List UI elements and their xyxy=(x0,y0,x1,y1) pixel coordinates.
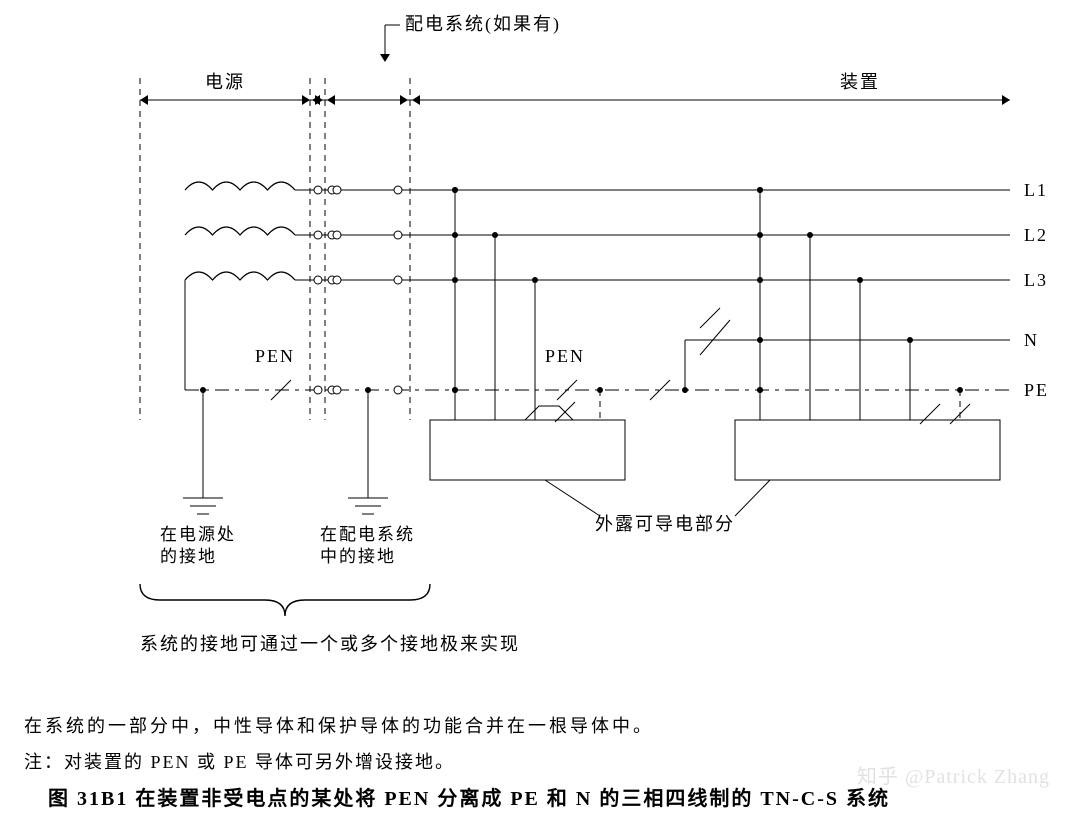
body-line-1: 在系统的一部分中，中性导体和保护导体的功能合并在一根导体中。 xyxy=(24,712,654,738)
svg-text:外露可导电部分: 外露可导电部分 xyxy=(595,514,735,534)
svg-text:N: N xyxy=(1024,330,1039,350)
figure-root: 配电系统(如果有) 电源 装置 L1 L2 L3 PE PEN PEN N 在电源处的接地 在配电系统… xyxy=(0,0,1086,819)
svg-text:PEN: PEN xyxy=(255,346,295,366)
svg-text:电源: 电源 xyxy=(205,72,245,92)
svg-text:装置: 装置 xyxy=(840,72,880,92)
svg-text:PEN: PEN xyxy=(545,346,585,366)
svg-text:L3: L3 xyxy=(1024,270,1048,290)
svg-text:L1: L1 xyxy=(1024,180,1048,200)
body-line-2: 注：对装置的 PEN 或 PE 导体可另外增设接地。 xyxy=(24,748,455,774)
schematic-svg: 配电系统(如果有) 电源 装置 L1 L2 L3 PE PEN PEN N 在电源处的接地 在配电系统… xyxy=(0,0,1086,819)
figure-caption: 图 31B1 在装置非受电点的某处将 PEN 分离成 PE 和 N 的三相四线制… xyxy=(48,782,890,811)
svg-text:系统的接地可通过一个或多个接地极来实现: 系统的接地可通过一个或多个接地极来实现 xyxy=(140,634,520,654)
svg-text:在电源处的接地: 在电源处的接地 xyxy=(160,525,236,566)
svg-text:配电系统(如果有): 配电系统(如果有) xyxy=(405,14,561,35)
svg-text:L2: L2 xyxy=(1024,225,1048,245)
svg-text:PE: PE xyxy=(1024,380,1049,400)
svg-text:在配电系统中的接地: 在配电系统中的接地 xyxy=(320,525,415,566)
